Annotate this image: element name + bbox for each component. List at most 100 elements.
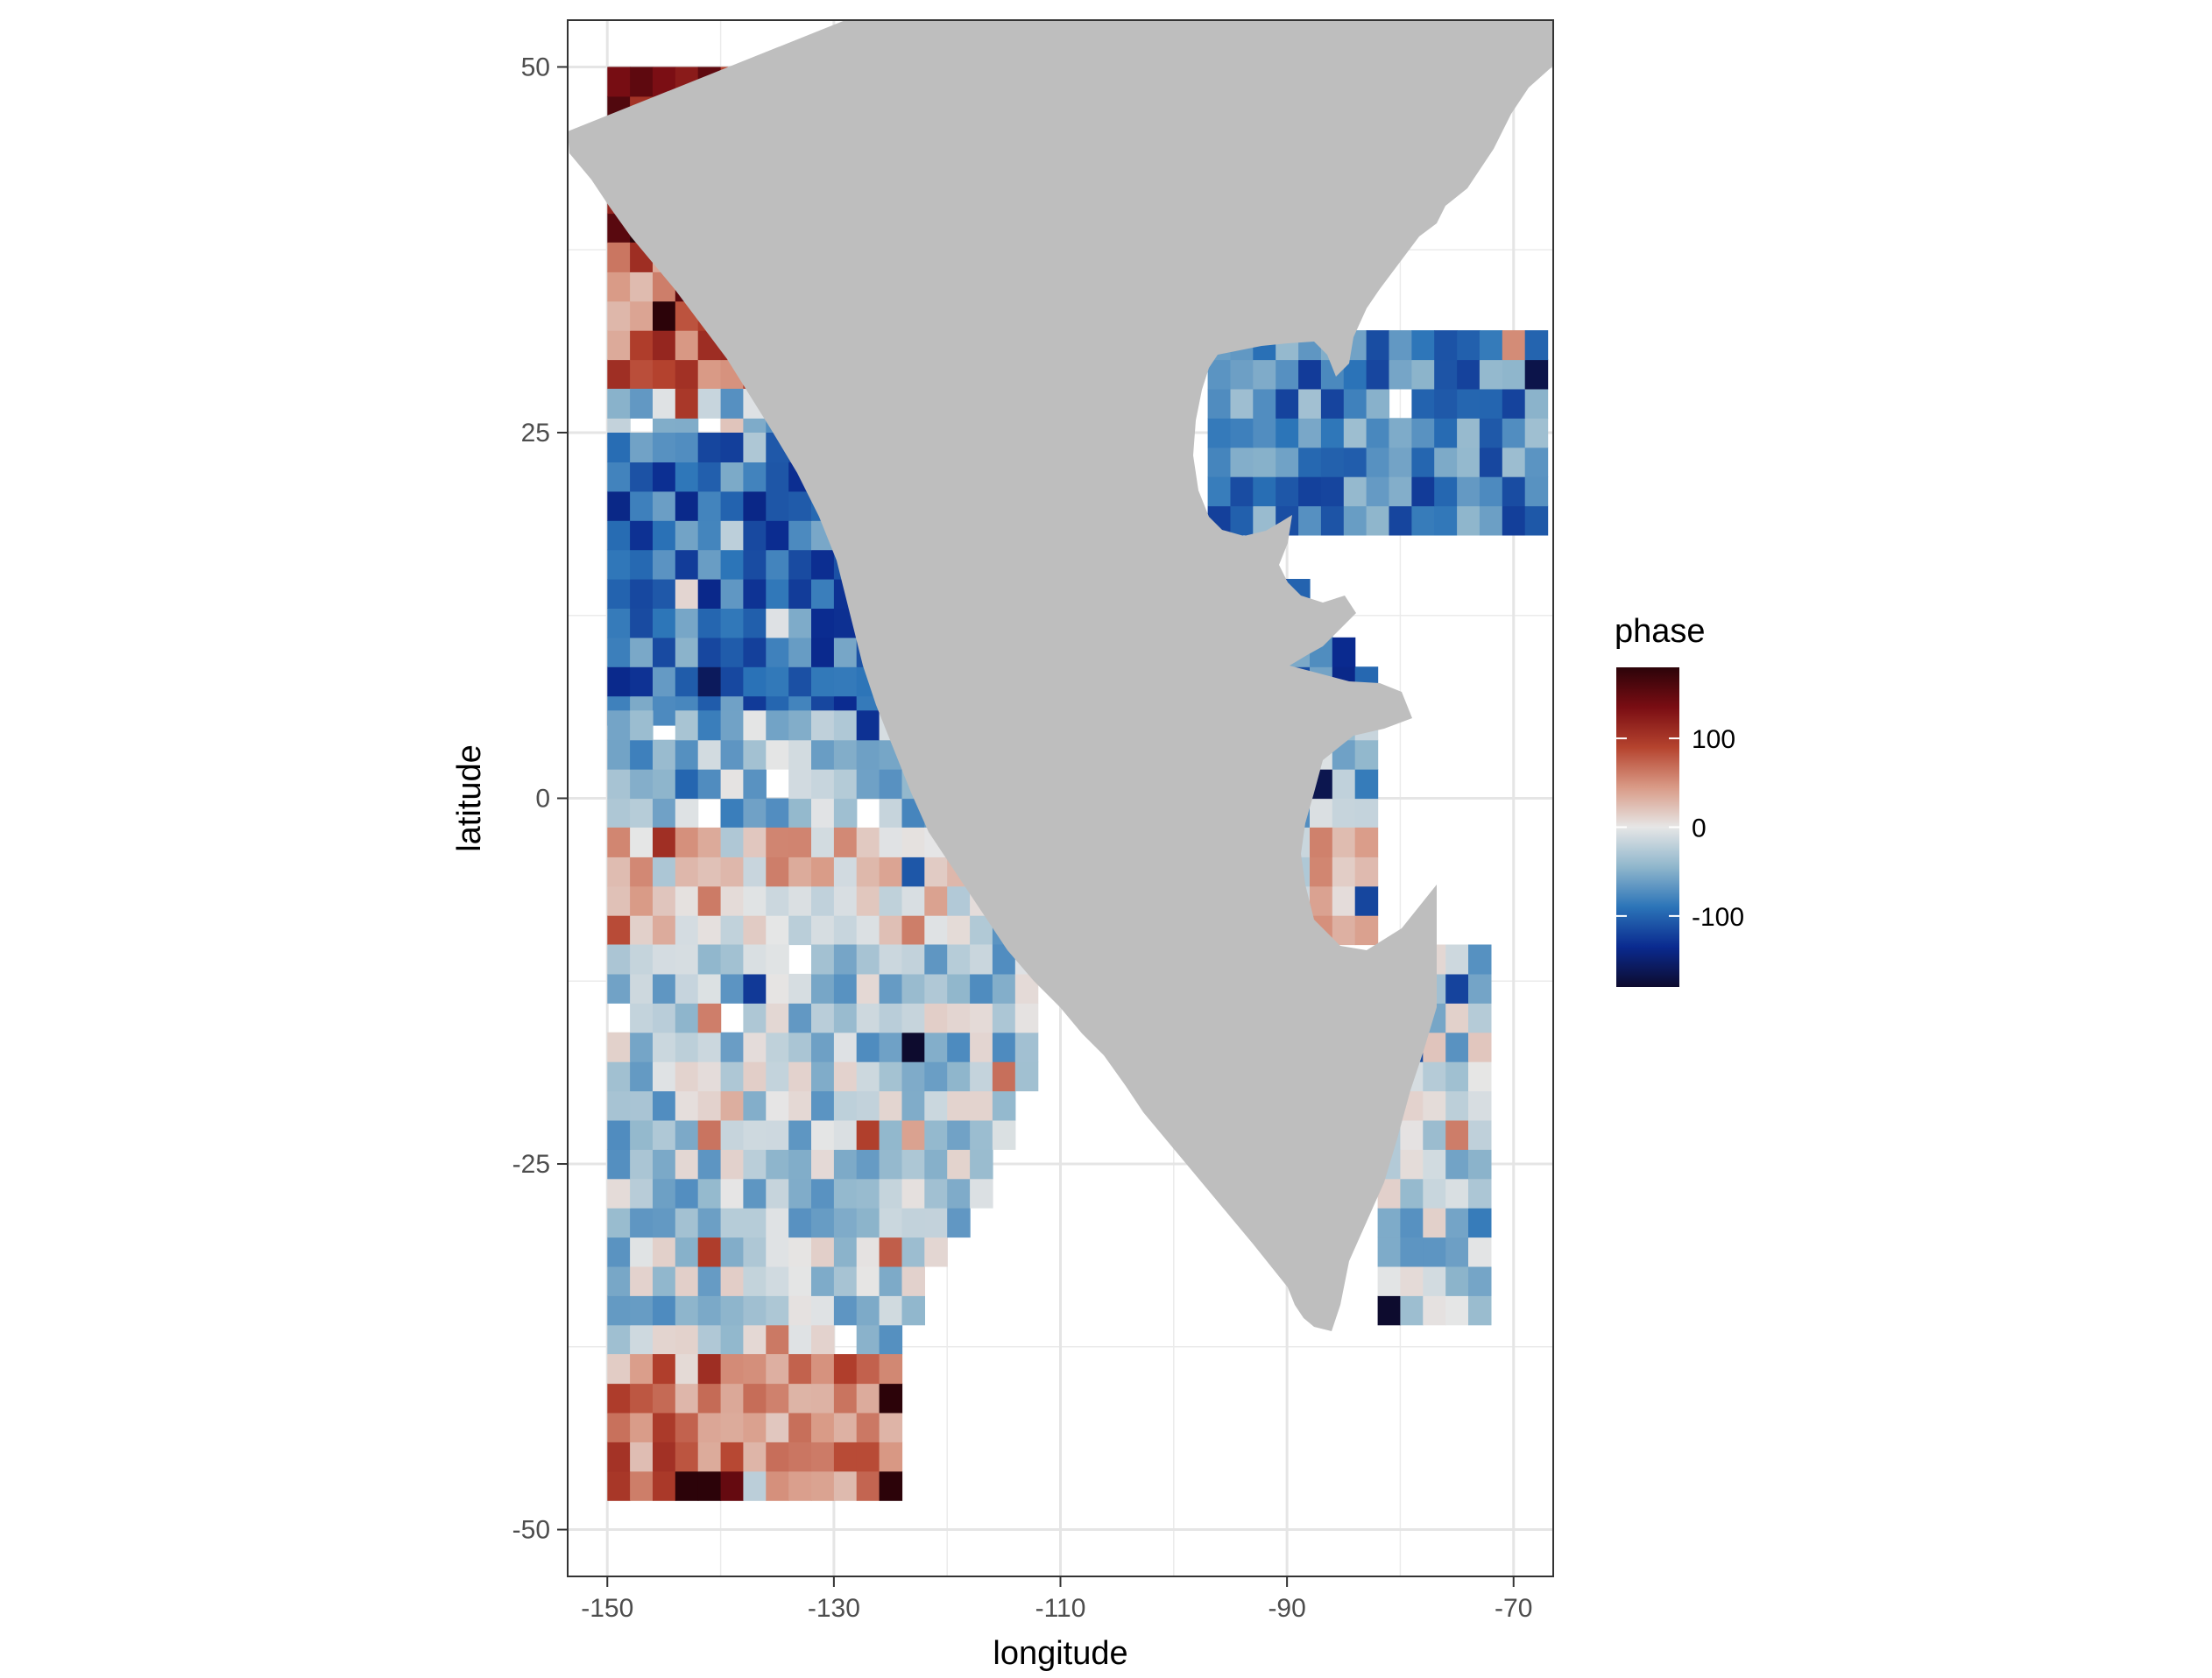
- phase-cell: [766, 973, 789, 1004]
- phase-cell: [675, 827, 699, 857]
- phase-cell: [1423, 1266, 1446, 1296]
- phase-cell: [607, 637, 631, 667]
- phase-cell: [856, 1119, 880, 1150]
- phase-cell: [947, 1090, 971, 1121]
- phase-cell: [856, 1061, 880, 1092]
- phase-cell: [607, 739, 631, 770]
- phase-cell: [901, 827, 925, 857]
- phase-cell: [901, 1208, 925, 1238]
- phase-cell: [856, 1208, 880, 1238]
- phase-cell: [811, 827, 835, 857]
- phase-cell: [1524, 388, 1549, 419]
- phase-cell: [1298, 476, 1322, 507]
- phase-cell: [970, 1149, 993, 1180]
- phase-cell: [720, 1266, 745, 1296]
- phase-cell: [901, 1032, 925, 1062]
- phase-cell: [653, 739, 676, 770]
- phase-cell: [743, 739, 767, 770]
- phase-cell: [607, 1324, 631, 1355]
- phase-cell: [924, 885, 948, 916]
- phase-cell: [653, 462, 676, 492]
- phase-cell: [607, 300, 631, 331]
- phase-cell: [766, 1266, 789, 1296]
- phase-cell: [879, 1237, 903, 1267]
- phase-cell: [675, 1090, 699, 1121]
- phase-cell: [992, 1090, 1016, 1121]
- y-tick-label: 50: [521, 53, 550, 81]
- phase-cell: [766, 1383, 789, 1414]
- phase-cell: [833, 1178, 858, 1209]
- phase-cell: [811, 1354, 835, 1385]
- y-tick-label: 0: [535, 785, 550, 814]
- phase-cell: [630, 433, 654, 462]
- phase-cell: [856, 1295, 880, 1326]
- phase-cell: [947, 1032, 971, 1062]
- phase-cell: [653, 549, 676, 580]
- phase-cell: [1434, 447, 1458, 477]
- phase-cell: [856, 1354, 880, 1385]
- phase-cell: [675, 769, 699, 800]
- phase-cell: [766, 1149, 789, 1180]
- phase-cell: [697, 388, 722, 419]
- phase-cell: [1207, 447, 1232, 477]
- phase-cell: [1457, 476, 1481, 507]
- phase-cell: [833, 857, 858, 887]
- phase-cell: [1207, 388, 1232, 419]
- phase-cell: [1207, 476, 1232, 507]
- phase-cell: [1423, 1119, 1446, 1150]
- phase-cell: [697, 1119, 722, 1150]
- phase-cell: [607, 1442, 631, 1472]
- x-tick-label: -70: [1495, 1594, 1532, 1623]
- phase-cell: [720, 710, 745, 741]
- phase-cell: [1468, 1149, 1492, 1180]
- phase-cell: [675, 1208, 699, 1238]
- phase-cell: [697, 490, 722, 521]
- phase-cell: [1354, 885, 1379, 916]
- phase-cell: [811, 1412, 835, 1442]
- phase-cell: [766, 1090, 789, 1121]
- phase-cell: [766, 1208, 789, 1238]
- phase-cell: [833, 915, 858, 946]
- phase-cell: [697, 1324, 722, 1355]
- phase-cell: [720, 1061, 745, 1092]
- phase-cell: [766, 857, 789, 887]
- phase-cell: [630, 1412, 654, 1442]
- phase-cell: [879, 1003, 903, 1033]
- phase-cell: [833, 1412, 858, 1442]
- phase-cell: [766, 1412, 789, 1442]
- phase-cell: [788, 490, 812, 521]
- phase-cell: [1354, 827, 1379, 857]
- phase-cell: [1400, 1295, 1424, 1326]
- phase-cell: [811, 710, 835, 741]
- phase-cell: [788, 579, 812, 609]
- phase-cell: [697, 857, 722, 887]
- phase-cell: [856, 1032, 880, 1062]
- phase-cell: [901, 1003, 925, 1033]
- axes: -150 -130 -110 -90 -70 -50 -25 0 25 50 longitude la…: [451, 19, 1554, 1672]
- phase-cell: [811, 798, 835, 828]
- phase-cell: [630, 1178, 654, 1209]
- phase-cell: [743, 666, 767, 697]
- phase-cell: [607, 915, 631, 946]
- phase-cell: [766, 666, 789, 697]
- phase-cell: [697, 1442, 722, 1472]
- phase-cell: [653, 1178, 676, 1209]
- phase-cell: [653, 1090, 676, 1121]
- phase-cell: [1457, 505, 1481, 536]
- phase-cell: [1468, 1237, 1492, 1267]
- phase-cell: [947, 973, 971, 1004]
- phase-cell: [675, 1412, 699, 1442]
- phase-cell: [630, 739, 654, 770]
- phase-cell: [653, 608, 676, 638]
- phase-cell: [653, 637, 676, 667]
- phase-cell: [743, 1383, 767, 1414]
- phase-cell: [1320, 447, 1345, 477]
- phase-cell: [630, 973, 654, 1004]
- phase-cell: [630, 549, 654, 580]
- phase-cell: [1524, 505, 1549, 536]
- phase-cell: [630, 1149, 654, 1180]
- phase-cell: [630, 1470, 654, 1501]
- phase-cell: [1253, 359, 1276, 390]
- phase-cell: [675, 1061, 699, 1092]
